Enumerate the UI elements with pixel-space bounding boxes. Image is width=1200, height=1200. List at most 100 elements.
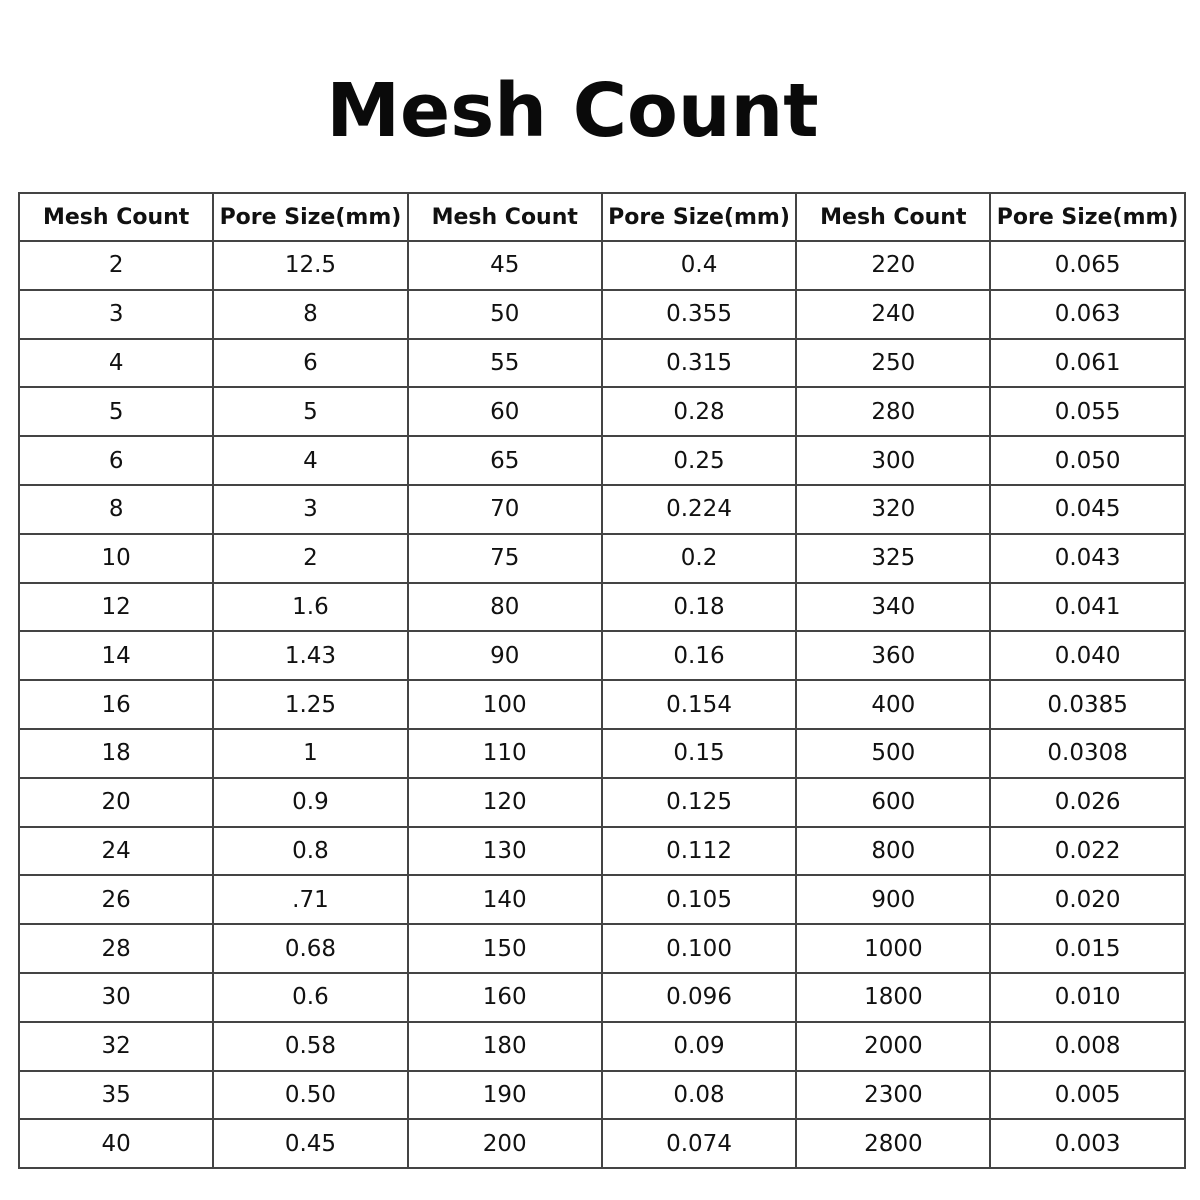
pore-size-cell: 5 xyxy=(212,386,409,438)
mesh-count-cell: 400 xyxy=(795,679,992,730)
mesh-count-cell: 140 xyxy=(406,874,603,926)
mesh-count-cell: 28 xyxy=(17,923,215,974)
pore-size-cell: 4 xyxy=(212,435,409,486)
table-row: 28 0.68 150 0.100 1000 0.015 xyxy=(17,923,1186,974)
header-pore-size: Pore Size(mm) xyxy=(600,192,798,242)
pore-size-cell: 0.065 xyxy=(989,240,1186,291)
table-row: 35 0.50 190 0.08 2300 0.005 xyxy=(17,1069,1186,1121)
mesh-count-cell: 2 xyxy=(17,240,215,291)
mesh-count-cell: 14 xyxy=(17,630,215,682)
mesh-count-cell: 35 xyxy=(17,1069,215,1121)
pore-size-cell: 0.154 xyxy=(600,679,798,730)
pore-size-cell: 8 xyxy=(212,288,409,340)
table-row: 3 8 50 0.355 240 0.063 xyxy=(17,288,1186,340)
mesh-count-cell: 360 xyxy=(795,630,992,682)
mesh-count-cell: 280 xyxy=(795,386,992,438)
pore-size-cell: 0.105 xyxy=(600,874,798,926)
table-row: 16 1.25 100 0.154 400 0.0385 xyxy=(17,679,1186,730)
mesh-count-cell: 900 xyxy=(795,874,992,926)
table-row: 26.71 140 0.105 900 0.020 xyxy=(17,874,1186,926)
pore-size-cell: 0.8 xyxy=(212,825,409,877)
pore-size-cell: 0.008 xyxy=(989,1020,1186,1072)
pore-size-cell: 0.061 xyxy=(989,337,1186,389)
pore-size-cell: 1.25 xyxy=(212,679,409,730)
mesh-count-cell: 75 xyxy=(406,532,603,584)
table-row: 18 1 110 0.15 500 0.0308 xyxy=(17,727,1186,779)
mesh-count-cell: 1000 xyxy=(795,923,992,974)
mesh-count-cell: 130 xyxy=(406,825,603,877)
mesh-count-cell: 110 xyxy=(406,727,603,779)
mesh-count-cell: 2000 xyxy=(795,1020,992,1072)
mesh-count-cell: 4 xyxy=(17,337,215,389)
table-header-row: Mesh Count Pore Size(mm) Mesh Count Pore Si… xyxy=(17,192,1186,242)
pore-size-cell: 0.4 xyxy=(600,240,798,291)
pore-size-cell: 0.58 xyxy=(212,1020,409,1072)
mesh-count-cell: 12 xyxy=(17,581,215,633)
page-title: Mesh Count xyxy=(326,68,819,154)
pore-size-cell: 0.003 xyxy=(989,1118,1186,1170)
table-body: 2 12.5 45 0.4 220 0.065 3 8 50 0.355 240 0.063 4 6 55 0… xyxy=(17,240,1186,1170)
mesh-count-cell: 20 xyxy=(17,776,215,828)
pore-size-cell: 2 xyxy=(212,532,409,584)
pore-size-cell: 0.015 xyxy=(989,923,1186,974)
mesh-count-cell: 80 xyxy=(406,581,603,633)
pore-size-cell: 0.074 xyxy=(600,1118,798,1170)
pore-size-cell: 0.224 xyxy=(600,483,798,535)
pore-size-cell: 0.055 xyxy=(989,386,1186,438)
table-row: 12 1.6 80 0.18 340 0.041 xyxy=(17,581,1186,633)
mesh-count-cell: 65 xyxy=(406,435,603,486)
pore-size-cell: 0.041 xyxy=(989,581,1186,633)
table-row: 2 12.5 45 0.4 220 0.065 xyxy=(17,240,1186,291)
mesh-count-cell: 26 xyxy=(17,874,215,926)
mesh-count-cell: 32 xyxy=(17,1020,215,1072)
pore-size-cell: 0.2 xyxy=(600,532,798,584)
header-mesh-count: Mesh Count xyxy=(795,192,992,242)
mesh-count-cell: 600 xyxy=(795,776,992,828)
table-row: 10 2 75 0.2 325 0.043 xyxy=(17,532,1186,584)
mesh-count-cell: 60 xyxy=(406,386,603,438)
mesh-count-cell: 325 xyxy=(795,532,992,584)
table-row: 32 0.58 180 0.09 2000 0.008 xyxy=(17,1020,1186,1072)
mesh-count-cell: 120 xyxy=(406,776,603,828)
pore-size-cell: 1.6 xyxy=(212,581,409,633)
pore-size-cell: 0.08 xyxy=(600,1069,798,1121)
pore-size-cell: 3 xyxy=(212,483,409,535)
mesh-count-cell: 24 xyxy=(17,825,215,877)
pore-size-cell: 12.5 xyxy=(212,240,409,291)
mesh-count-cell: 5 xyxy=(17,386,215,438)
pore-size-cell: 0.005 xyxy=(989,1069,1186,1121)
pore-size-cell: 0.125 xyxy=(600,776,798,828)
pore-size-cell: 0.020 xyxy=(989,874,1186,926)
table-row: 30 0.6 160 0.096 1800 0.010 xyxy=(17,971,1186,1023)
header-mesh-count: Mesh Count xyxy=(17,192,215,242)
mesh-count-cell: 18 xyxy=(17,727,215,779)
mesh-count-cell: 70 xyxy=(406,483,603,535)
pore-size-cell: 0.045 xyxy=(989,483,1186,535)
table-row: 4 6 55 0.315 250 0.061 xyxy=(17,337,1186,389)
table-row: 14 1.43 90 0.16 360 0.040 xyxy=(17,630,1186,682)
pore-size-cell: 0.6 xyxy=(212,971,409,1023)
mesh-count-cell: 340 xyxy=(795,581,992,633)
pore-size-cell: 0.355 xyxy=(600,288,798,340)
mesh-count-cell: 800 xyxy=(795,825,992,877)
pore-size-cell: 0.043 xyxy=(989,532,1186,584)
mesh-count-cell: 3 xyxy=(17,288,215,340)
mesh-count-cell: 10 xyxy=(17,532,215,584)
mesh-count-cell: 45 xyxy=(406,240,603,291)
pore-size-cell: 6 xyxy=(212,337,409,389)
mesh-count-cell: 160 xyxy=(406,971,603,1023)
mesh-count-cell: 8 xyxy=(17,483,215,535)
pore-size-cell: 0.112 xyxy=(600,825,798,877)
pore-size-cell: 1 xyxy=(212,727,409,779)
pore-size-cell: 0.16 xyxy=(600,630,798,682)
mesh-count-cell: 55 xyxy=(406,337,603,389)
pore-size-cell: 0.010 xyxy=(989,971,1186,1023)
pore-size-cell: 0.0308 xyxy=(989,727,1186,779)
pore-size-cell: 0.15 xyxy=(600,727,798,779)
mesh-count-cell: 1800 xyxy=(795,971,992,1023)
mesh-count-cell: 40 xyxy=(17,1118,215,1170)
pore-size-cell: 0.28 xyxy=(600,386,798,438)
pore-size-cell: 0.022 xyxy=(989,825,1186,877)
pore-size-cell: 0.45 xyxy=(212,1118,409,1170)
pore-size-cell: 0.50 xyxy=(212,1069,409,1121)
